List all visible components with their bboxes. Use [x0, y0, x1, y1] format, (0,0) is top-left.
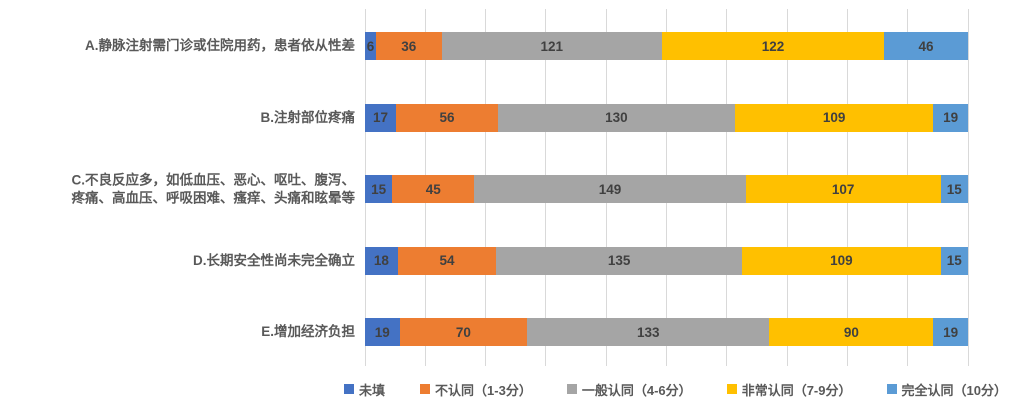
- segment-value-label: 122: [761, 38, 785, 54]
- legend-item: 未填: [344, 380, 385, 399]
- segment-value-label: 56: [439, 110, 455, 125]
- bar-segment: 46: [884, 32, 968, 60]
- gridline: [967, 9, 969, 366]
- bar-segment: 6: [365, 32, 376, 60]
- segment-value-label: 107: [831, 181, 855, 197]
- segment-value-label: 109: [822, 110, 846, 125]
- bar-segment: 19: [365, 318, 400, 346]
- segment-value-label: 15: [371, 181, 387, 197]
- bar-segment: 133: [527, 318, 770, 346]
- bar-segment: 15: [940, 175, 968, 203]
- bar-segment: 17: [365, 103, 396, 132]
- segment-value-label: 70: [455, 324, 471, 340]
- legend-label: 未填: [359, 382, 386, 398]
- legend-swatch: [420, 384, 431, 394]
- segment-value-label: 149: [598, 181, 622, 197]
- segment-value-label: 54: [439, 253, 455, 268]
- legend-item: 一般认同（4-6分）: [566, 380, 692, 399]
- segment-value-label: 90: [843, 324, 859, 340]
- legend-swatch: [566, 384, 577, 394]
- legend-item: 不认同（1-3分）: [420, 380, 532, 399]
- bar-segment: 18: [365, 246, 398, 275]
- segment-value-label: 19: [943, 110, 959, 125]
- legend-swatch: [344, 384, 354, 394]
- segment-value-label: 19: [374, 324, 390, 340]
- bar-row: A.静脉注射需门诊或住院用药，患者依从性差 6 36 121 122 46: [0, 32, 1023, 60]
- legend-label: 不认同（1-3分）: [435, 382, 532, 398]
- legend: 未填 不认同（1-3分） 一般认同（4-6分） 非常认同（7-9分） 完全认同（10分）: [344, 380, 1007, 398]
- stacked-bar: 17 56 130 109 19: [365, 103, 968, 132]
- stacked-bar: 15 45 149 107 15: [365, 175, 968, 203]
- segment-value-label: 36: [401, 38, 417, 54]
- bar-segment: 19: [933, 103, 968, 132]
- legend-swatch: [886, 384, 897, 394]
- bar-segment: 90: [769, 318, 934, 346]
- segment-value-label: 135: [607, 253, 631, 268]
- legend-swatch: [726, 384, 737, 394]
- bar-segment: 122: [661, 32, 885, 60]
- bar-segment: 56: [395, 103, 498, 132]
- bar-row: E.增加经济负担 19 70 133 90 19: [0, 318, 1023, 346]
- stacked-bar: 19 70 133 90 19: [365, 318, 968, 346]
- category-label: B.注射部位疼痛: [260, 109, 356, 125]
- category-label: D.长期安全性尚未完全确立: [193, 252, 355, 268]
- legend-label: 完全认同（10分）: [901, 382, 1007, 398]
- category-label: E.增加经济负担: [261, 324, 355, 340]
- legend-item: 完全认同（10分）: [886, 380, 1007, 399]
- bar-segment: 107: [745, 175, 941, 203]
- bar-segment: 130: [497, 103, 735, 132]
- bar-segment: 19: [933, 318, 968, 346]
- segment-value-label: 121: [540, 38, 563, 54]
- segment-value-label: 19: [943, 324, 959, 340]
- bar-segment: 135: [496, 246, 743, 275]
- legend-label: 一般认同（4-6分）: [581, 382, 692, 398]
- segment-value-label: 15: [946, 253, 962, 268]
- bar-segment: 15: [940, 246, 968, 275]
- category-label: A.静脉注射需门诊或住院用药，患者依从性差: [85, 38, 355, 54]
- bar-segment: 109: [742, 246, 941, 275]
- segment-value-label: 15: [946, 181, 962, 197]
- bar-row: B.注射部位疼痛 17 56 130 109 19: [0, 103, 1023, 132]
- segment-value-label: 133: [637, 324, 660, 340]
- segment-value-label: 18: [373, 253, 389, 268]
- legend-item: 非常认同（7-9分）: [726, 380, 852, 399]
- bar-row: C.不良反应多，如低血压、恶心、呕吐、腹泻、 疼痛、高血压、呼吸困难、瘙痒、头痛…: [0, 172, 1023, 205]
- segment-value-label: 17: [372, 110, 388, 125]
- bar-segment: 70: [399, 318, 528, 346]
- bar-segment: 149: [474, 175, 746, 203]
- bar-segment: 109: [734, 103, 934, 132]
- segment-value-label: 46: [918, 38, 934, 54]
- segment-value-label: 130: [605, 110, 628, 125]
- stacked-bar: 18 54 135 109 15: [365, 246, 968, 275]
- segment-value-label: 109: [830, 253, 853, 268]
- bar-segment: 121: [441, 32, 662, 60]
- segment-value-label: 6: [366, 38, 375, 54]
- bar-segment: 45: [392, 175, 475, 203]
- legend-label: 非常认同（7-9分）: [741, 382, 852, 398]
- category-label: C.不良反应多，如低血压、恶心、呕吐、腹泻、 疼痛、高血压、呼吸困难、瘙痒、头痛…: [71, 172, 356, 205]
- bar-segment: 36: [375, 32, 442, 60]
- bar-segment: 54: [397, 246, 497, 275]
- segment-value-label: 45: [425, 181, 441, 197]
- stacked-bar: 6 36 121 122 46: [365, 32, 968, 60]
- bar-segment: 15: [365, 175, 393, 203]
- bar-row: D.长期安全性尚未完全确立 18 54 135 109 15: [0, 246, 1023, 275]
